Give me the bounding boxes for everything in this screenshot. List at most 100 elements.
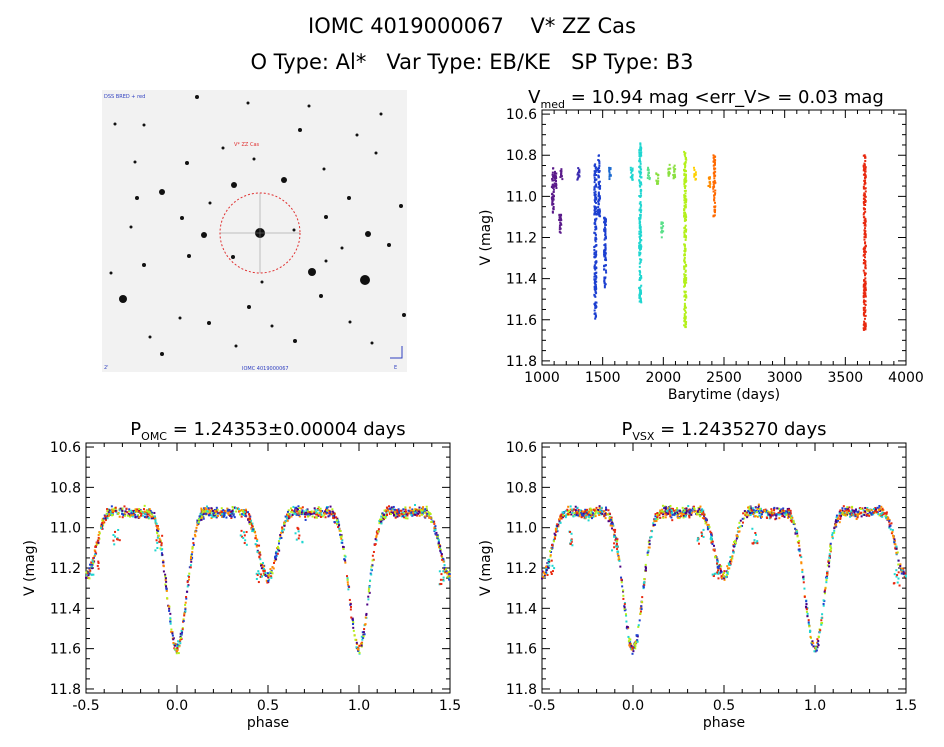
data-point — [672, 177, 675, 180]
phase-point — [430, 520, 433, 523]
phase-point — [694, 509, 697, 512]
phase-point — [727, 562, 730, 565]
data-point — [864, 244, 867, 247]
phase-point — [143, 511, 146, 514]
phase-point — [697, 509, 700, 512]
phase-point — [585, 511, 588, 514]
phase-point — [377, 530, 380, 533]
data-point — [864, 277, 867, 280]
phase-point — [189, 566, 192, 569]
data-point — [597, 159, 600, 162]
phase-point — [229, 512, 232, 515]
phase-point — [726, 571, 729, 574]
phase-point — [197, 518, 200, 521]
phase-point — [134, 511, 137, 514]
phase-point — [270, 570, 273, 573]
phase-point — [554, 534, 557, 537]
phase-point — [828, 559, 831, 562]
data-point — [713, 167, 716, 170]
phase-point — [97, 536, 100, 539]
phase-point — [712, 544, 715, 547]
phase-point — [651, 530, 654, 533]
data-point — [683, 173, 686, 176]
data-point — [656, 180, 659, 183]
phase-point — [899, 564, 902, 567]
phase-point — [658, 512, 661, 515]
phase-point — [680, 514, 683, 517]
data-point — [594, 278, 597, 281]
phase-point — [300, 513, 303, 516]
data-point — [595, 271, 598, 274]
phase-point — [843, 510, 846, 513]
phase-point — [153, 511, 156, 514]
phase-point — [756, 511, 759, 514]
phase-point — [281, 530, 284, 533]
data-point — [662, 225, 665, 228]
phase-point — [245, 531, 248, 534]
phase-point — [601, 510, 604, 513]
data-point — [862, 323, 865, 326]
phase-point — [748, 512, 751, 515]
phase-point — [170, 630, 173, 633]
phase-point — [421, 512, 424, 515]
data-point — [862, 173, 865, 176]
phase-point — [211, 509, 214, 512]
phase-point — [401, 515, 404, 518]
phase-point — [728, 563, 731, 566]
data-point — [684, 176, 687, 179]
phase-point — [128, 510, 131, 513]
phase-point — [242, 514, 245, 517]
data-point — [685, 278, 688, 281]
phase-point — [171, 634, 174, 637]
phase-point — [118, 509, 121, 512]
phase-point — [223, 511, 226, 514]
phase-point — [135, 510, 138, 513]
data-point — [558, 224, 561, 227]
data-point — [684, 173, 687, 176]
data-point — [551, 186, 554, 189]
data-point — [560, 174, 563, 177]
phase-point — [595, 510, 598, 513]
phase-point — [701, 508, 704, 511]
data-point — [603, 277, 606, 280]
phase-point — [165, 587, 168, 590]
phase-point — [183, 612, 186, 615]
phase-point — [747, 514, 750, 517]
phase-point — [839, 517, 842, 520]
data-point — [638, 247, 641, 250]
phase-point — [622, 594, 625, 597]
data-point — [629, 168, 632, 171]
phase-point — [175, 643, 178, 646]
phase-point — [735, 537, 738, 540]
y-tick-label: 11.6 — [506, 313, 537, 329]
phase-point — [367, 595, 370, 598]
phase-point — [244, 508, 247, 511]
phase-point — [641, 596, 644, 599]
phase-point — [827, 560, 830, 563]
phase-point — [616, 552, 619, 555]
phase-point — [426, 512, 429, 515]
data-point — [661, 222, 664, 225]
data-point — [555, 187, 558, 190]
phase-point — [895, 547, 898, 550]
phase-point — [104, 515, 107, 518]
data-point — [552, 202, 555, 205]
phase-point — [670, 516, 673, 519]
phase-point — [722, 575, 725, 578]
data-point — [683, 180, 686, 183]
phase-point — [818, 631, 821, 634]
data-point — [713, 196, 716, 199]
phase-point — [676, 514, 679, 517]
data-point — [598, 162, 601, 165]
phase-point — [664, 516, 667, 519]
data-point — [683, 226, 686, 229]
phase-point — [866, 507, 869, 510]
data-point — [863, 274, 866, 277]
phase-point — [835, 516, 838, 519]
phase-point — [611, 519, 614, 522]
y-tick-label: 10.6 — [50, 440, 81, 456]
data-point — [684, 213, 687, 216]
phase-point — [286, 519, 289, 522]
data-point — [594, 163, 597, 166]
phase-point — [629, 638, 632, 641]
